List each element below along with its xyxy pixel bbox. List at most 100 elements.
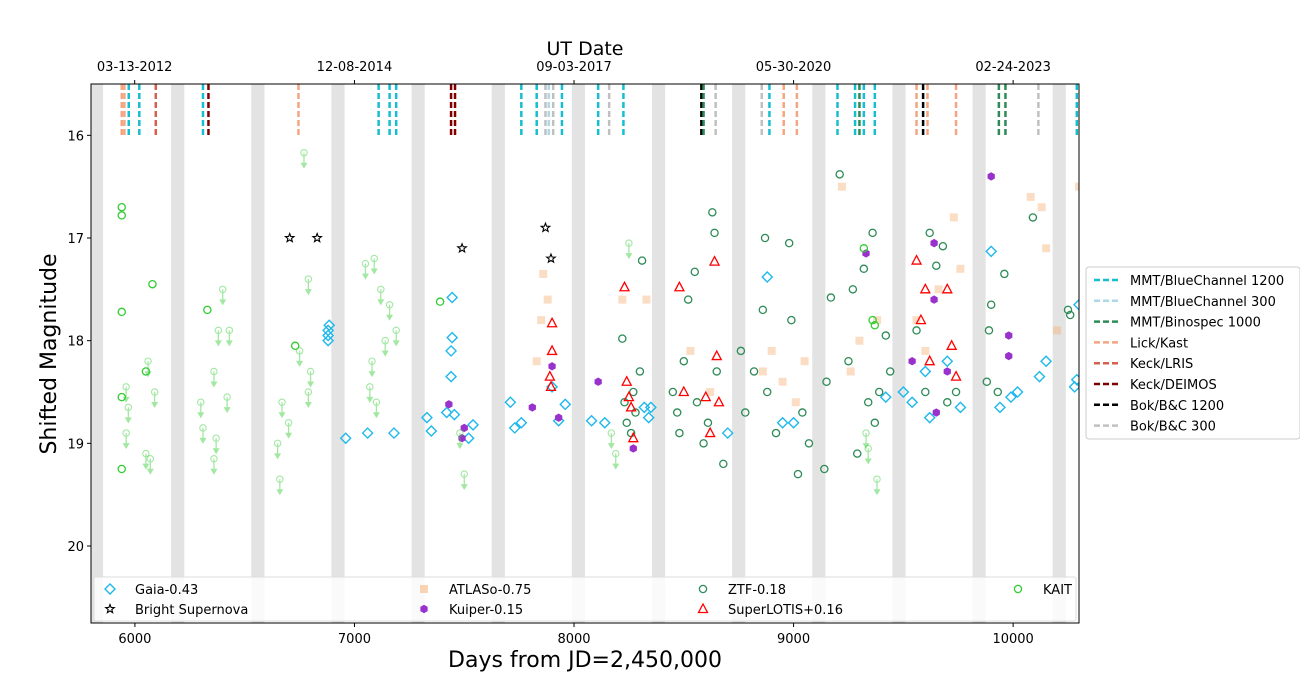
upper-limit-head: [276, 489, 284, 496]
upper-limit-circle: [214, 326, 223, 335]
upper-limit-head: [377, 299, 385, 306]
data-point: [672, 408, 682, 417]
photometry-legend: Gaia-0.43 ATLASo-0.75 ZTF-0.18 KAIT Bright S…: [93, 576, 1077, 622]
upper-limit-head: [864, 458, 872, 465]
data-point: [683, 295, 693, 304]
upper-limit-head: [392, 340, 400, 347]
series-gaia-0-43: [322, 245, 1079, 445]
data-point: [284, 419, 293, 439]
upper-limit-head: [612, 463, 620, 470]
data-point: [445, 400, 453, 409]
data-point: [946, 339, 958, 350]
data-point: [448, 408, 461, 421]
upper-limit-head: [361, 273, 369, 280]
top-tick-label: 12-08-2014: [317, 60, 393, 75]
data-point: [637, 256, 647, 265]
data-point: [117, 392, 126, 402]
data-point: [548, 362, 556, 371]
data-point: [711, 349, 723, 361]
upper-limit-head: [210, 468, 218, 475]
data-point: [1065, 310, 1075, 320]
data-point: [778, 377, 787, 386]
data-point: [435, 297, 445, 306]
upper-limit-head: [300, 162, 308, 169]
data-point: [868, 315, 877, 325]
data-point: [621, 375, 633, 386]
upper-limit-circle: [370, 254, 378, 263]
data-point: [864, 444, 872, 465]
upper-limit-head: [386, 314, 394, 321]
data-point: [212, 434, 220, 455]
data-point: [675, 428, 684, 438]
data-point: [392, 326, 400, 347]
data-point: [820, 464, 829, 474]
data-point: [951, 387, 961, 397]
data-point: [703, 418, 713, 428]
upper-limit-circle: [276, 475, 284, 484]
data-point: [906, 396, 919, 409]
spectra-legend-label: Bok/B&C 300: [1130, 420, 1216, 435]
upper-limit-head: [372, 412, 380, 419]
data-point: [822, 377, 831, 386]
data-point: [985, 245, 998, 258]
data-point: [943, 398, 952, 407]
data-point: [446, 331, 459, 344]
data-point: [1063, 305, 1073, 315]
upper-limit-circle: [607, 429, 616, 437]
data-point: [934, 285, 943, 294]
data-point: [629, 387, 638, 397]
data-point: [835, 170, 844, 179]
data-point: [1026, 192, 1035, 201]
seasonal-gap: [491, 84, 505, 623]
data-point: [870, 321, 880, 330]
upper-limit-head: [197, 412, 205, 419]
data-point: [1028, 213, 1038, 222]
data-point: [784, 238, 794, 248]
data-point: [879, 391, 892, 404]
data-point: [146, 454, 155, 475]
data-point: [686, 346, 695, 355]
data-point: [986, 300, 996, 309]
data-point: [210, 454, 218, 475]
data-point: [225, 326, 234, 347]
data-point: [635, 367, 645, 376]
data-point: [700, 390, 712, 402]
data-point: [322, 329, 335, 342]
upper-limit-head: [278, 412, 286, 419]
data-point: [141, 367, 151, 376]
upper-limit-circle: [273, 439, 282, 448]
upper-limit-head: [625, 253, 633, 260]
upper-limit-circle: [197, 398, 205, 407]
spectra-legend-label: Bok/B&C 1200: [1130, 399, 1224, 414]
data-point: [532, 357, 541, 366]
upper-limit-head: [214, 340, 222, 347]
series-bright-supernova: [283, 221, 557, 264]
data-point: [855, 336, 864, 345]
data-point: [611, 449, 620, 470]
data-point: [372, 398, 381, 419]
data-point: [699, 439, 708, 448]
data-point: [760, 233, 770, 243]
data-point: [921, 387, 930, 397]
seasonal-gap: [331, 84, 345, 623]
y-tick-label: 20: [67, 540, 84, 555]
data-point: [142, 449, 150, 470]
data-point: [1073, 298, 1079, 311]
data-point: [912, 326, 921, 335]
data-point: [1033, 370, 1046, 383]
upper-limit-circle: [223, 393, 231, 401]
data-point: [874, 387, 884, 397]
data-point: [537, 316, 546, 325]
data-point: [852, 449, 862, 458]
data-point: [445, 344, 458, 357]
y-tick-label: 17: [67, 232, 84, 247]
spectra-legend-label: Lick/Kast: [1130, 336, 1188, 351]
legend-marker: [1013, 584, 1023, 594]
upper-limit-circle: [366, 383, 374, 391]
upper-limit-circle: [460, 470, 468, 478]
data-point: [938, 241, 948, 251]
seasonal-gap: [571, 84, 585, 623]
upper-limit-circle: [385, 300, 394, 309]
data-point: [930, 295, 938, 304]
upper-limit-circle: [284, 419, 293, 427]
